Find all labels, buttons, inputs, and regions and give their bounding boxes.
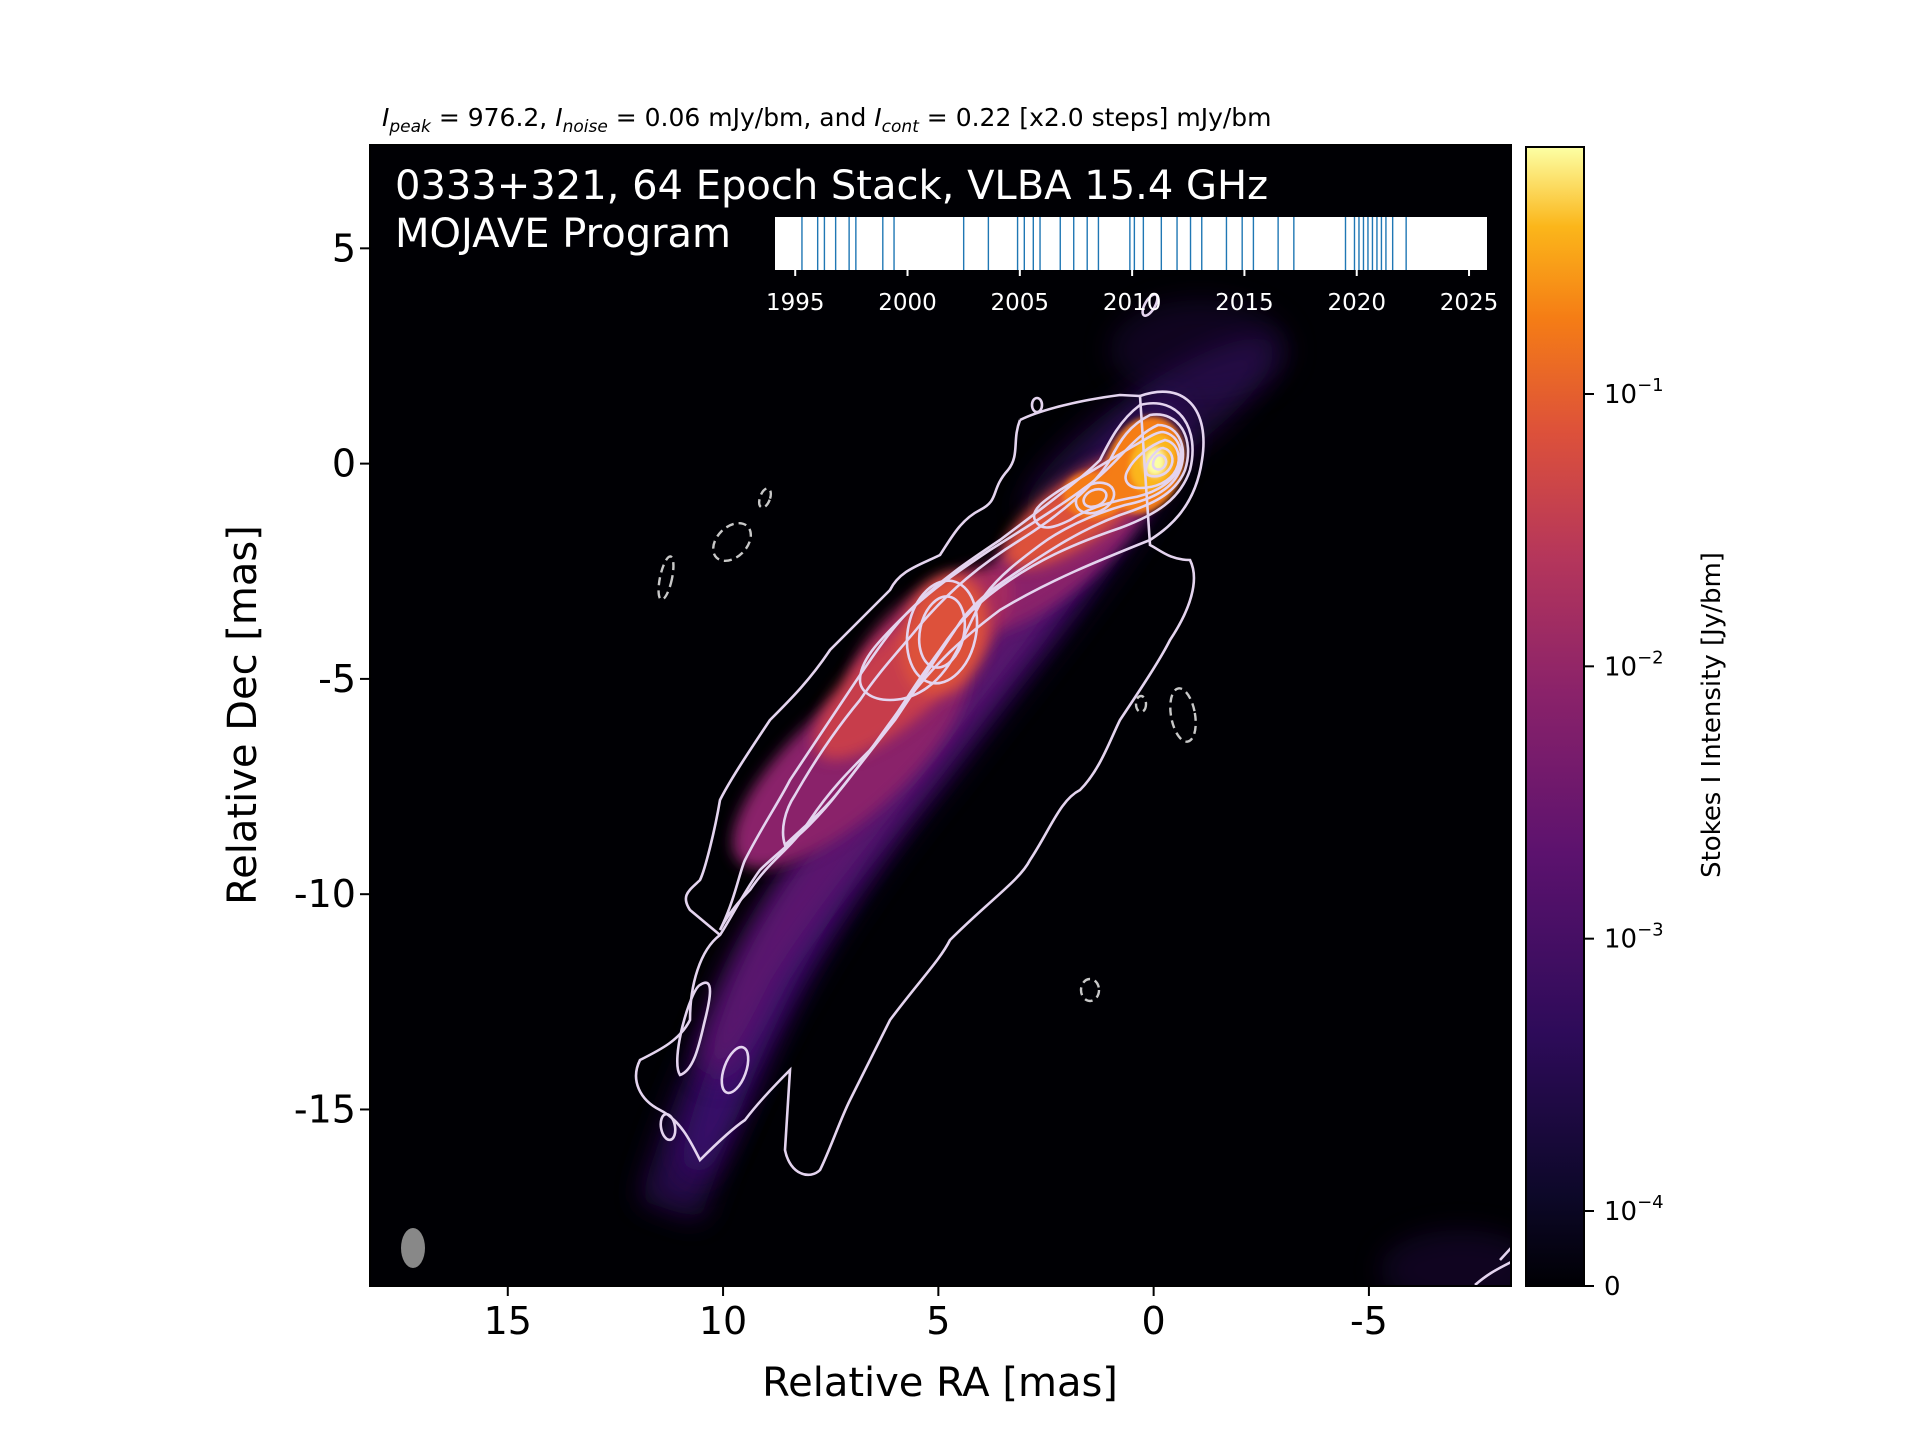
timeline-ticks: 1995 2000 2005 2010 2015 2020 2025 — [766, 270, 1498, 316]
y-tick-label: 0 — [332, 442, 356, 486]
colorbar-label: Stokes I Intensity [Jy/bm] — [1697, 552, 1727, 878]
y-axis-label: Relative Dec [mas] — [220, 525, 266, 905]
timeline-tick-label: 2015 — [1215, 290, 1274, 316]
timeline-tick-label: 2000 — [878, 290, 937, 316]
y-tick-label: 5 — [332, 226, 356, 270]
timeline-tick-label: 2025 — [1440, 290, 1499, 316]
colorbar-gradient — [1525, 146, 1585, 1287]
contour-lines — [634, 293, 1511, 1286]
colorbar-tick-label: 0 — [1604, 1272, 1621, 1302]
chart-title-line2: MOJAVE Program — [395, 211, 731, 257]
y-tick-label: -5 — [318, 657, 356, 701]
intensity-image — [640, 300, 1511, 1286]
plot-frame — [369, 144, 1512, 1287]
colorbar-tick-label: 10−3 — [1604, 920, 1664, 955]
colorbar-tick-label: 10−2 — [1604, 647, 1664, 682]
timeline-tick-label: 2005 — [991, 290, 1050, 316]
colorbar-tick-label: 10−4 — [1604, 1192, 1664, 1227]
timeline-box — [775, 217, 1487, 270]
image-statistics-header: Ipeak = 976.2, Inoise = 0.06 mJy/bm, and… — [382, 103, 1272, 137]
colorbar: 10−1 10−2 10−3 10−4 0 Stokes I Intensity [Jy… — [1525, 146, 1727, 1302]
chart-title-line1: 0333+321, 64 Epoch Stack, VLBA 15.4 GHz — [395, 163, 1268, 209]
x-axis-label: Relative RA [mas] — [762, 1360, 1118, 1406]
y-tick-label: -10 — [294, 872, 356, 916]
x-tick-label: 5 — [926, 1299, 950, 1343]
x-tick-label: -5 — [1350, 1299, 1388, 1343]
negative-contours — [657, 487, 1197, 1003]
y-axis: 5 0 -5 -10 -15 — [294, 226, 370, 1131]
x-tick-label: 10 — [699, 1299, 747, 1343]
x-tick-label: 15 — [484, 1299, 532, 1343]
beam-ellipse — [401, 1228, 425, 1268]
timeline-tick-label: 2020 — [1327, 290, 1386, 316]
colorbar-tick-label: 10−1 — [1604, 375, 1664, 410]
x-tick-label: 0 — [1142, 1299, 1166, 1343]
y-tick-label: -15 — [294, 1087, 356, 1131]
x-axis: 15 10 5 0 -5 — [484, 1286, 1388, 1343]
colorbar-ticks: 10−1 10−2 10−3 10−4 0 — [1584, 375, 1664, 1302]
observation-timeline: 1995 2000 2005 2010 2015 2020 2025 — [766, 217, 1498, 316]
timeline-tick-label: 1995 — [766, 290, 825, 316]
timeline-tick-label: 2010 — [1103, 290, 1162, 316]
timeline-epochs — [801, 217, 1407, 270]
